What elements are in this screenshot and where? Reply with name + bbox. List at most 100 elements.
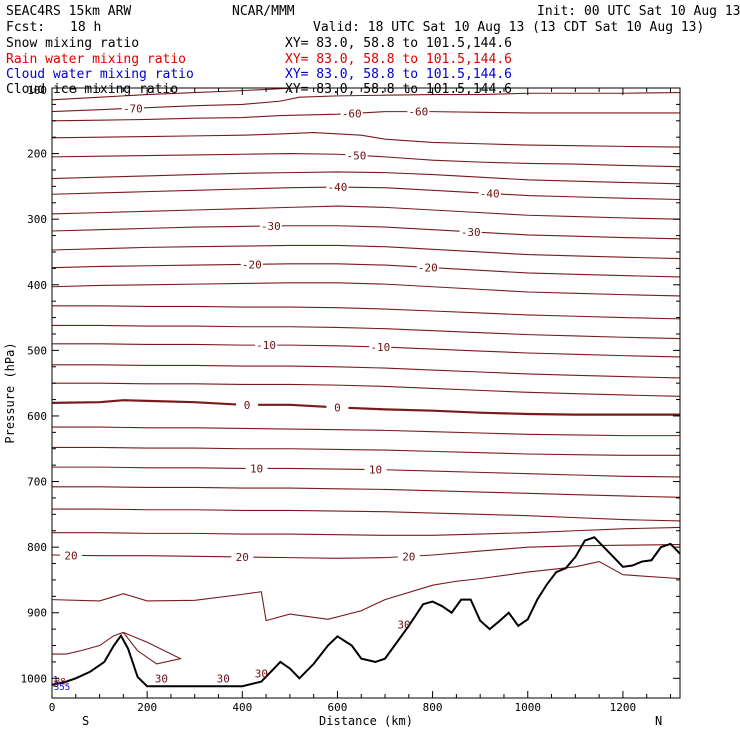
isotherm-line-22 bbox=[52, 508, 680, 522]
y-tick-label-top: 100 bbox=[27, 84, 47, 97]
isotherm-label-14-1: -10 bbox=[370, 341, 390, 354]
cloud-contour-0 bbox=[52, 631, 183, 665]
field-name-cloud-water: Cloud water mixing ratio bbox=[6, 67, 194, 82]
y-axis-label: Pressure (hPa) bbox=[3, 342, 17, 443]
field-xy-cloud-ice: XY= 83.0, 58.8 to 101.5,144.6 bbox=[285, 82, 512, 97]
plot-axes: 0 200 400 600 800 1000 12002003004005006007008… bbox=[21, 84, 681, 714]
init-time: Init: 00 UTC Sat 10 Aug 13 bbox=[537, 4, 740, 19]
isotherm-label-1-0: -70 bbox=[123, 102, 143, 115]
isotherm-line-16 bbox=[52, 382, 680, 397]
isotherm-line-12 bbox=[52, 305, 680, 320]
terrain-contour-label-0: 30 bbox=[155, 672, 168, 685]
terrain-contour-label-1: 30 bbox=[217, 672, 230, 685]
isotherm-label-6-1: -40 bbox=[480, 187, 500, 200]
forecast-value: 18 h bbox=[70, 20, 101, 35]
x-tick-label: 0 bbox=[49, 701, 56, 714]
field-name-cloud-ice: Cloud ice mixing ratio bbox=[6, 82, 178, 97]
isotherm-label-bg bbox=[478, 187, 501, 200]
field-name-rain: Rain water mixing ratio bbox=[6, 52, 186, 67]
y-tick-label: 700 bbox=[27, 476, 47, 489]
isotherm-label-10-0: -20 bbox=[242, 258, 262, 271]
plot-frame bbox=[51, 87, 681, 699]
y-tick-label: 500 bbox=[27, 344, 47, 357]
isotherm-label-bg bbox=[345, 149, 368, 162]
terrain-line bbox=[51, 536, 681, 688]
field-xy-cloud-water: XY= 83.0, 58.8 to 101.5,144.6 bbox=[285, 67, 512, 82]
isotherm-line-14 bbox=[52, 343, 680, 358]
isotherm-label-24-2: 20 bbox=[402, 550, 415, 563]
near-surface-label-1: 88 bbox=[55, 677, 66, 687]
x-tick-label: 600 bbox=[328, 701, 348, 714]
y-tick-label: 600 bbox=[27, 410, 47, 423]
isotherm-label-bg bbox=[340, 107, 363, 120]
isotherm-label-20-1: 10 bbox=[369, 464, 382, 477]
isotherm-label-8-0: -30 bbox=[261, 220, 281, 233]
isotherm-line-3 bbox=[52, 132, 680, 148]
x-tick-label: 200 bbox=[137, 701, 157, 714]
y-tick-label: 1000 bbox=[21, 672, 48, 685]
isotherm-label-bg bbox=[416, 261, 439, 274]
south-end-label: S bbox=[82, 714, 89, 728]
chart-header: SEAC4RS 15km ARW NCAR/MMM Init: 00 UTC S… bbox=[6, 4, 740, 97]
field-xy-snow: XY= 83.0, 58.8 to 101.5,144.6 bbox=[285, 36, 512, 51]
isotherm-label-bg bbox=[121, 102, 144, 115]
isotherm-line-20 bbox=[52, 466, 680, 478]
isotherm-label-bg bbox=[245, 462, 268, 475]
isotherm-label-6-0: -40 bbox=[328, 181, 348, 194]
isotherm-label-2-0: -60 bbox=[342, 107, 362, 120]
terrain-contour-label-2: 30 bbox=[255, 668, 268, 681]
isotherm-line-10 bbox=[52, 263, 680, 278]
isotherm-line-18 bbox=[52, 426, 680, 437]
x-tick-label: 800 bbox=[423, 701, 443, 714]
center-name: NCAR/MMM bbox=[232, 4, 295, 19]
isotherm-label-14-0: -10 bbox=[256, 339, 276, 352]
isotherm-label-bg bbox=[259, 220, 282, 233]
isotherm-label-bg bbox=[459, 225, 482, 238]
x-tick-label: 1000 bbox=[515, 701, 542, 714]
isotherm-line-24 bbox=[52, 543, 680, 559]
isotherm-line-6 bbox=[52, 186, 680, 201]
contour-lines: -70 -60 -60 -50 -40 -40 -30 -30 -20 -20 -10 -10 0 0 10… bbox=[52, 88, 680, 665]
isotherm-line-7 bbox=[52, 205, 680, 220]
isotherm-label-bg bbox=[364, 463, 387, 476]
isotherm-line-8 bbox=[52, 225, 680, 240]
isotherm-line-21 bbox=[52, 486, 680, 498]
isotherm-line-25 bbox=[52, 560, 680, 622]
y-tick-label: 900 bbox=[27, 607, 47, 620]
near-surface-label-2: 2 bbox=[53, 680, 58, 690]
isotherm-label-10-1: -20 bbox=[418, 261, 438, 274]
isotherm-line-1 bbox=[52, 92, 680, 113]
model-name: SEAC4RS 15km ARW bbox=[6, 4, 131, 19]
isotherm-line-13 bbox=[52, 324, 680, 340]
isotherm-label-bg bbox=[407, 105, 430, 118]
valid-time: Valid: 18 UTC Sat 10 Aug 13 (13 CDT Sat … bbox=[313, 20, 704, 35]
isotherm-line-5 bbox=[52, 171, 680, 185]
y-tick-label: 300 bbox=[27, 213, 47, 226]
isotherm-label-bg bbox=[231, 550, 254, 563]
isotherm-label-bg bbox=[240, 258, 263, 271]
x-axis-label: Distance (km) bbox=[319, 714, 413, 728]
y-tick-label: 400 bbox=[27, 279, 47, 292]
isotherm-line-0 bbox=[52, 88, 311, 101]
x-tick-label: 1200 bbox=[610, 701, 637, 714]
north-end-label: N bbox=[655, 714, 662, 728]
isotherm-line-23 bbox=[52, 526, 680, 536]
field-name-snow: Snow mixing ratio bbox=[6, 36, 139, 51]
isotherm-label-17-0: 0 bbox=[244, 399, 251, 412]
near-surface-label-3: 355 bbox=[54, 683, 70, 693]
isotherm-label-2-1: -60 bbox=[408, 106, 428, 119]
isotherm-label-24-1: 20 bbox=[236, 551, 249, 564]
isotherm-label-20-0: 10 bbox=[250, 462, 263, 475]
isotherm-line-15 bbox=[52, 364, 680, 379]
y-tick-label: 800 bbox=[27, 541, 47, 554]
isotherm-line-9 bbox=[52, 244, 680, 260]
isotherm-line-17 bbox=[52, 399, 680, 416]
isotherm-label-24-0: 20 bbox=[64, 549, 77, 562]
near-surface-label-0: 1 bbox=[53, 675, 58, 685]
x-tick-label: 400 bbox=[232, 701, 252, 714]
isotherm-label-bg bbox=[369, 340, 392, 353]
isotherm-line-19 bbox=[52, 446, 680, 456]
terrain-contour-label-3: 30 bbox=[397, 619, 410, 632]
